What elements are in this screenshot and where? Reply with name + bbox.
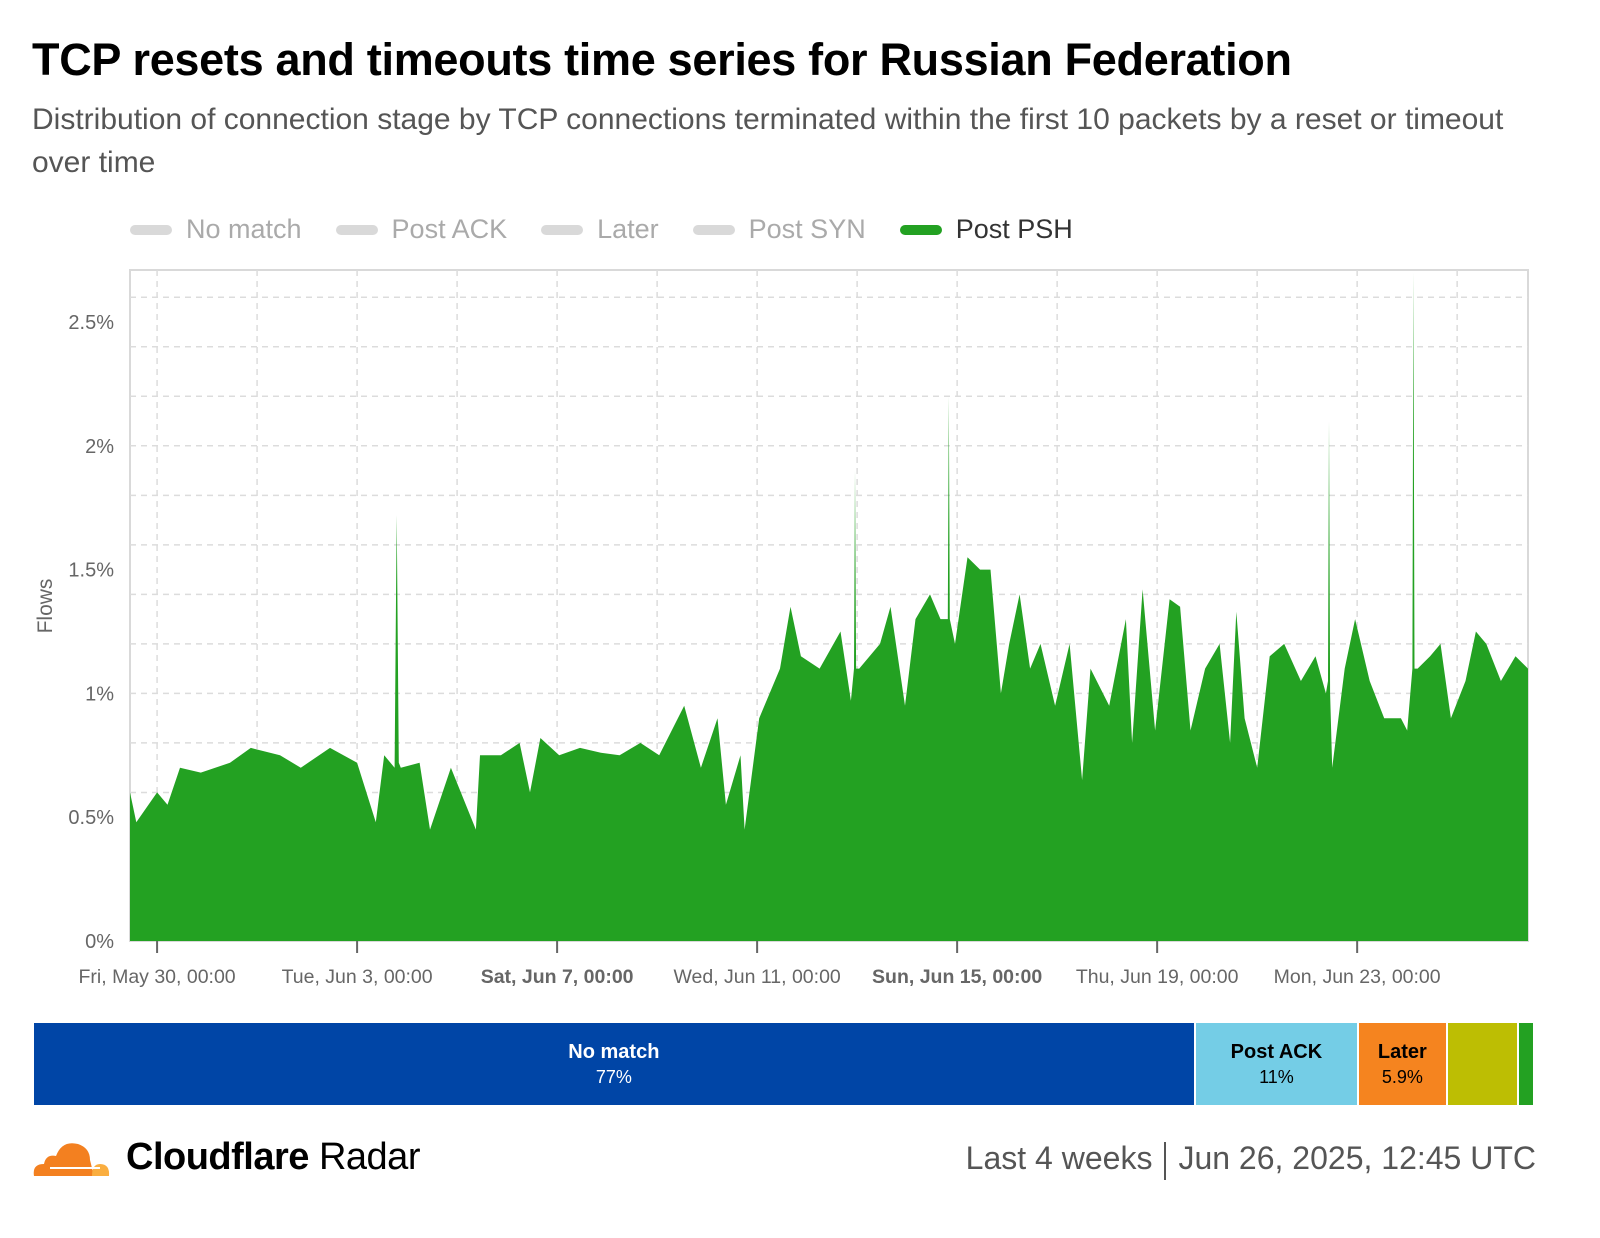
chart-title: TCP resets and timeouts time series for … [32, 34, 1292, 85]
distribution-segment[interactable] [1447, 1023, 1520, 1105]
distribution-segment[interactable]: Post ACK 11% [1195, 1023, 1360, 1105]
legend-label: Post PSH [955, 214, 1073, 244]
legend-label: Post ACK [391, 214, 508, 244]
segment-label: Post ACK [1230, 1040, 1323, 1063]
distribution-segment[interactable]: No match 77% [34, 1023, 1196, 1105]
legend-item[interactable]: Later [541, 214, 659, 245]
time-range: Last 4 weeks [965, 1140, 1153, 1176]
legend-swatch [335, 224, 378, 235]
segment-value: 5.9% [1381, 1066, 1423, 1087]
x-tick-label: Thu, Jun 19, 00:00 [1076, 966, 1239, 988]
distribution-segment[interactable]: Later 5.9% [1359, 1023, 1448, 1105]
divider [1164, 1141, 1167, 1180]
y-tick-label: 2.5% [68, 312, 114, 334]
y-tick-label: 0.5% [68, 807, 114, 829]
brand-bold: Cloudflare [126, 1136, 309, 1178]
chart-subtitle: Distribution of connection stage by TCP … [32, 103, 1504, 179]
x-tick-label: Sat, Jun 7, 00:00 [481, 966, 634, 988]
legend-item[interactable]: Post SYN [692, 214, 866, 245]
footer-meta: Last 4 weeks Jun 26, 2025, 12:45 UTC [966, 1140, 1536, 1180]
distribution-segment[interactable] [1519, 1023, 1533, 1105]
segment-label: Later [1377, 1040, 1427, 1063]
brand-light: Radar [318, 1136, 421, 1178]
legend-label: No match [186, 214, 302, 244]
y-tick-label: 1% [85, 683, 114, 705]
legend-item[interactable]: No match [130, 214, 302, 245]
cloudflare-cloud-icon [33, 1142, 110, 1176]
y-tick-label: 1.5% [68, 560, 114, 582]
post-psh-area [130, 272, 1528, 941]
legend-item[interactable]: Post ACK [335, 214, 508, 245]
legend-label: Post SYN [748, 214, 866, 244]
legend-swatch [899, 224, 942, 235]
segment-label: No match [568, 1040, 660, 1063]
segment-value: 11% [1259, 1066, 1294, 1087]
distribution-bar: No match 77% Post ACK 11% Later 5.9% [34, 1023, 1533, 1105]
x-tick-label: Wed, Jun 11, 00:00 [673, 966, 840, 988]
y-tick-label: 0% [85, 931, 114, 953]
legend-swatch [541, 224, 584, 235]
area-chart: 0% 0.5% 1% 1.5% 2% 2.5% Fri, May 30, 00:00 Tue,… [34, 269, 1529, 988]
x-tick-label: Mon, Jun 23, 00:00 [1274, 966, 1441, 988]
x-tick-label: Sun, Jun 15, 00:00 [872, 966, 1042, 988]
x-tick-label: Tue, Jun 3, 00:00 [282, 966, 433, 988]
y-axis-label: Flows [34, 579, 57, 634]
segment-value: 77% [595, 1066, 632, 1087]
legend-swatch [130, 224, 172, 235]
legend-label: Later [597, 214, 659, 244]
cloudflare-radar-logo: Cloudflare Radar [30, 1136, 420, 1179]
y-tick-label: 2% [85, 436, 114, 458]
timestamp: Jun 26, 2025, 12:45 UTC [1178, 1140, 1536, 1176]
legend-swatch [692, 224, 735, 235]
legend: No match Post ACK Later Post SYN Post PSH [130, 214, 1107, 245]
x-tick-label: Fri, May 30, 00:00 [79, 966, 236, 988]
legend-item[interactable]: Post PSH [899, 214, 1073, 245]
